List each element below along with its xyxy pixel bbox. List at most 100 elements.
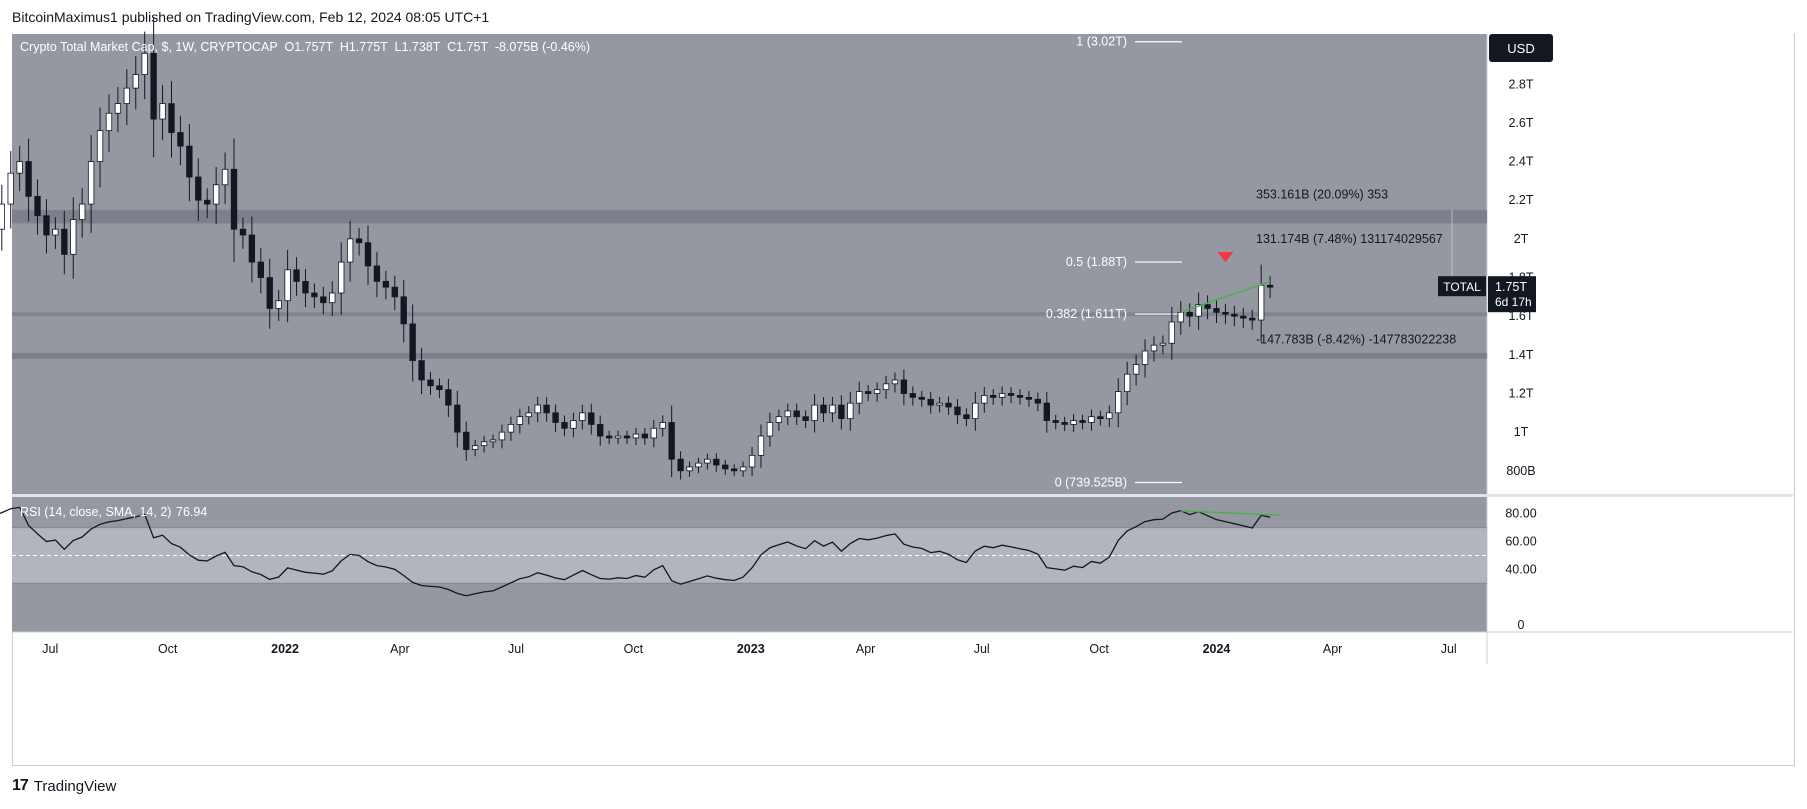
candle-down xyxy=(150,52,157,120)
candle-down xyxy=(1043,402,1050,421)
time-tick-label: Jul xyxy=(974,642,990,656)
bearish-marker-icon xyxy=(1217,252,1234,263)
legend-open: 1.757T xyxy=(294,40,340,54)
time-tick-label: Oct xyxy=(158,642,178,656)
price-badge-value: 1.75T xyxy=(1495,280,1527,294)
time-tick-label: Oct xyxy=(1089,642,1109,656)
candle-down xyxy=(838,404,845,420)
candle-down xyxy=(454,404,461,433)
candle-up xyxy=(1124,373,1131,392)
time-tick-label: Apr xyxy=(390,642,409,656)
candle-down xyxy=(864,391,872,394)
candle-up xyxy=(480,441,488,447)
price-tick-label: 800B xyxy=(1506,464,1535,478)
candle-down xyxy=(248,234,256,263)
footer-brand[interactable]: TradingView xyxy=(33,777,117,795)
candle-up xyxy=(829,404,836,414)
legend-low: 1.738T xyxy=(401,40,447,54)
candle-up xyxy=(972,402,979,420)
candle-up xyxy=(632,433,640,439)
candle-up xyxy=(1195,304,1202,317)
candle-down xyxy=(722,464,729,470)
candle-down xyxy=(311,292,318,298)
candle-down xyxy=(25,161,32,197)
rsi-value: 76.94 xyxy=(176,505,207,519)
candle-up xyxy=(811,404,818,421)
candle-down xyxy=(257,261,264,278)
candle-up xyxy=(472,445,479,450)
publisher-line: BitcoinMaximus1 published on TradingView… xyxy=(12,9,490,25)
candle-up xyxy=(1115,391,1122,414)
candle-down xyxy=(1249,317,1256,321)
candle-up xyxy=(873,389,881,394)
candle-down xyxy=(1186,311,1193,317)
candle-up xyxy=(1070,420,1077,425)
candle-up xyxy=(856,391,863,404)
candle-up xyxy=(981,395,988,404)
footer: 17 TradingView xyxy=(12,777,116,795)
candle-down xyxy=(945,402,952,408)
rsi-title: RSI (14, close, SMA, 14, 2) xyxy=(20,505,171,519)
candle-down xyxy=(427,379,434,387)
candle-up xyxy=(775,416,783,423)
candle-down xyxy=(713,458,720,466)
candle-down xyxy=(230,168,238,230)
candle-down xyxy=(204,199,211,205)
candle-up xyxy=(1132,364,1140,375)
candle-down xyxy=(1016,395,1024,398)
candle-up xyxy=(141,52,148,75)
candle-up xyxy=(1088,416,1095,423)
time-tick-label: Apr xyxy=(856,642,875,656)
candle-down xyxy=(1266,284,1274,288)
candle-up xyxy=(96,130,104,162)
time-tick-label: Jul xyxy=(1441,642,1457,656)
candle-down xyxy=(1231,313,1238,317)
time-tick-label: 2023 xyxy=(737,642,765,656)
symbol-badge xyxy=(1438,276,1486,297)
currency-button-label[interactable]: USD xyxy=(1507,41,1534,56)
candle-up xyxy=(534,404,541,414)
candle-up xyxy=(1106,412,1113,420)
legend-change: -8.075B (-0.46%) xyxy=(495,40,590,54)
price-tick-label: 1.4T xyxy=(1508,348,1533,362)
candle-up xyxy=(570,420,577,429)
rsi-series-line xyxy=(0,506,1271,597)
price-divergence-line xyxy=(1180,280,1271,314)
candle-down xyxy=(793,410,800,418)
candle-down xyxy=(543,404,550,414)
candle-down xyxy=(445,389,452,406)
candle-up xyxy=(579,412,586,421)
candle-up xyxy=(507,424,515,433)
candle-down xyxy=(1061,422,1068,425)
candle-down xyxy=(1007,393,1015,396)
price-badge-countdown: 6d 17h xyxy=(1495,295,1532,309)
candle-down xyxy=(177,132,184,147)
time-tick-label: 2022 xyxy=(271,642,299,656)
candle-down xyxy=(927,398,934,406)
price-tick-label: 2.2T xyxy=(1508,193,1533,207)
candle-down xyxy=(293,269,300,282)
chart-title: Crypto Total Market Cap, $, 1W, CRYPTOCA… xyxy=(20,40,284,54)
currency-button[interactable] xyxy=(1489,34,1553,62)
candle-down xyxy=(1204,304,1211,309)
candle-up xyxy=(847,402,854,420)
chart-legend: Crypto Total Market Cap, $, 1W, CRYPTOCA… xyxy=(20,40,590,54)
candle-down xyxy=(409,323,416,362)
price-tick-label: 2.4T xyxy=(1508,155,1533,169)
price-tick-label: 1.6T xyxy=(1508,309,1533,323)
measurement-label: -147.783B (-8.42%) -147783022238 xyxy=(1256,332,1456,346)
candle-up xyxy=(7,172,14,205)
price-tick-label: 1T xyxy=(1514,425,1529,439)
legend-high: 1.775T xyxy=(349,40,395,54)
price-badge xyxy=(1488,276,1536,313)
candle-up xyxy=(704,458,711,464)
candle-down xyxy=(463,431,470,450)
main-pane-background xyxy=(12,34,1487,494)
candle-down xyxy=(561,422,568,429)
candle-up xyxy=(52,228,59,236)
candle-up xyxy=(221,168,229,186)
time-tick-label: Oct xyxy=(624,642,644,656)
candle-up xyxy=(123,87,131,104)
candle-up xyxy=(16,161,23,174)
